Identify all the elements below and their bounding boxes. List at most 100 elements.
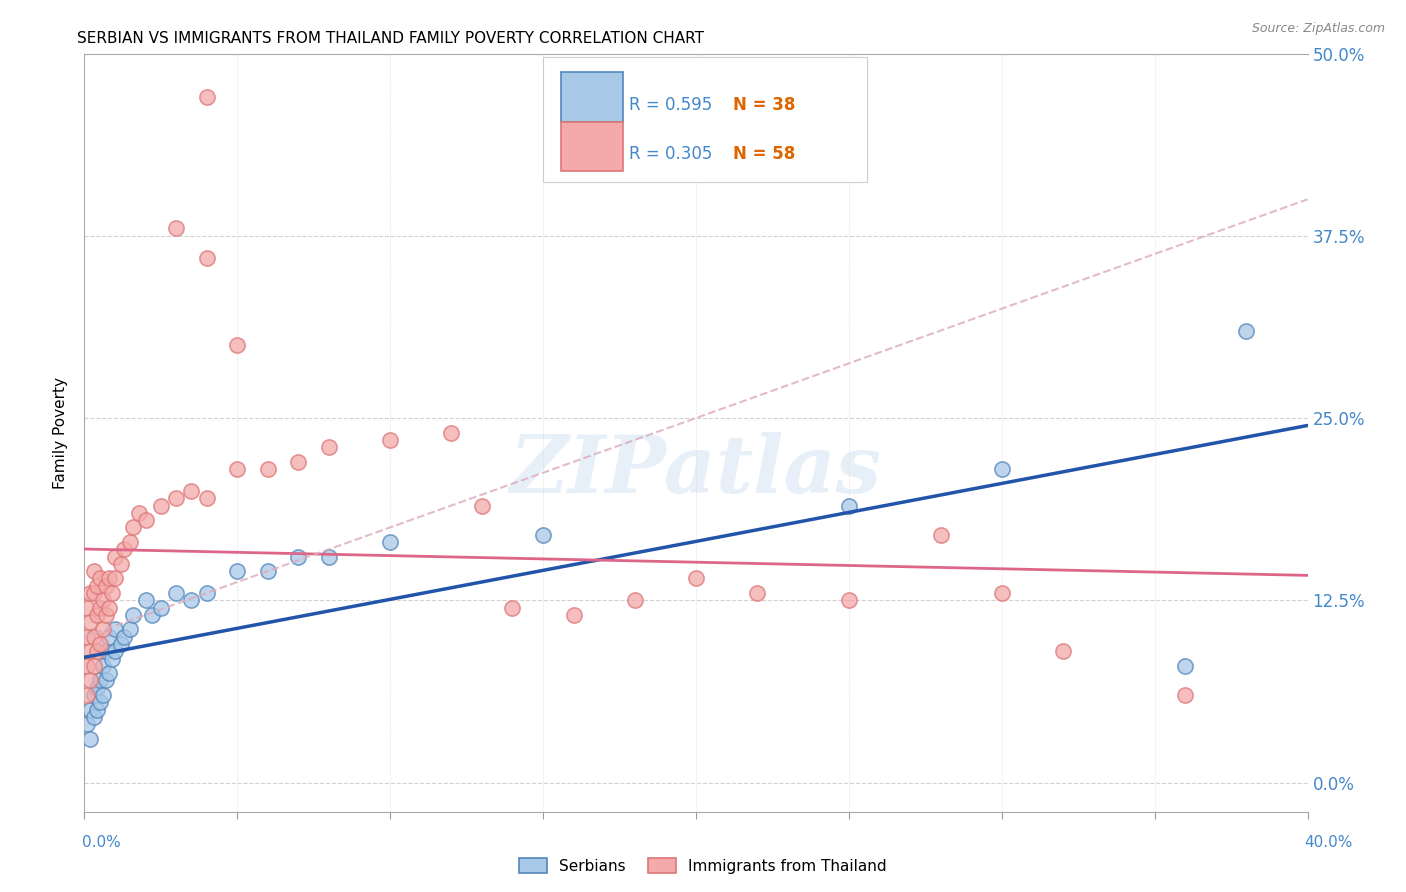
Text: 40.0%: 40.0% xyxy=(1305,836,1353,850)
Text: R = 0.595: R = 0.595 xyxy=(628,96,711,114)
Point xyxy=(86,644,108,658)
Point xyxy=(101,586,124,600)
Point xyxy=(440,425,463,440)
Point xyxy=(1236,324,1258,338)
Point xyxy=(83,630,105,644)
Point xyxy=(1174,688,1197,702)
Point xyxy=(89,695,111,709)
Point xyxy=(94,644,117,658)
Point xyxy=(89,637,111,651)
Point xyxy=(104,623,127,637)
Point xyxy=(76,688,98,702)
Point xyxy=(79,703,101,717)
Point xyxy=(89,673,111,688)
Point xyxy=(91,659,114,673)
Point xyxy=(180,593,202,607)
Point xyxy=(149,499,172,513)
Point xyxy=(991,462,1014,476)
Point xyxy=(83,564,105,578)
Point xyxy=(94,673,117,688)
Point xyxy=(89,571,111,585)
Point xyxy=(135,513,157,527)
Point xyxy=(624,593,647,607)
Point xyxy=(165,491,187,506)
Point xyxy=(76,630,98,644)
Point xyxy=(502,600,524,615)
FancyBboxPatch shape xyxy=(561,122,623,171)
Text: R = 0.305: R = 0.305 xyxy=(628,145,711,163)
Point xyxy=(97,600,120,615)
Point xyxy=(94,607,117,622)
Point xyxy=(79,731,101,746)
Point xyxy=(195,251,218,265)
Point xyxy=(141,607,163,622)
Point xyxy=(79,644,101,658)
Point xyxy=(86,681,108,695)
Point xyxy=(104,571,127,585)
Text: N = 38: N = 38 xyxy=(733,96,794,114)
Point xyxy=(120,535,142,549)
Point xyxy=(838,499,860,513)
Text: 0.0%: 0.0% xyxy=(82,836,121,850)
FancyBboxPatch shape xyxy=(543,57,868,183)
Point xyxy=(1174,659,1197,673)
Point xyxy=(110,557,132,571)
Point xyxy=(83,586,105,600)
Point xyxy=(1052,644,1074,658)
Text: ZIPatlas: ZIPatlas xyxy=(510,432,882,509)
Text: N = 58: N = 58 xyxy=(733,145,794,163)
Point xyxy=(562,607,585,622)
Point xyxy=(318,440,340,454)
Point xyxy=(747,586,769,600)
Point xyxy=(120,623,142,637)
Point xyxy=(165,221,187,235)
Point xyxy=(287,455,309,469)
Point xyxy=(195,586,218,600)
Point xyxy=(83,710,105,724)
Point xyxy=(89,600,111,615)
FancyBboxPatch shape xyxy=(561,72,623,122)
Point xyxy=(97,666,120,681)
Point xyxy=(991,586,1014,600)
Point xyxy=(838,593,860,607)
Point xyxy=(101,651,124,665)
Point xyxy=(929,527,952,541)
Point xyxy=(112,542,135,557)
Point xyxy=(94,579,117,593)
Point xyxy=(97,630,120,644)
Point xyxy=(685,571,707,585)
Point xyxy=(318,549,340,564)
Point xyxy=(110,637,132,651)
Text: Source: ZipAtlas.com: Source: ZipAtlas.com xyxy=(1251,22,1385,36)
Point xyxy=(287,549,309,564)
Point xyxy=(226,338,249,352)
Point xyxy=(83,688,105,702)
Point xyxy=(226,462,249,476)
Point xyxy=(83,659,105,673)
Point xyxy=(91,593,114,607)
Point xyxy=(79,615,101,630)
Point xyxy=(195,90,218,104)
Point xyxy=(76,659,98,673)
Y-axis label: Family Poverty: Family Poverty xyxy=(52,376,67,489)
Point xyxy=(86,703,108,717)
Point xyxy=(531,527,554,541)
Point xyxy=(380,535,402,549)
Point xyxy=(76,600,98,615)
Text: SERBIAN VS IMMIGRANTS FROM THAILAND FAMILY POVERTY CORRELATION CHART: SERBIAN VS IMMIGRANTS FROM THAILAND FAMI… xyxy=(77,31,704,46)
Point xyxy=(91,623,114,637)
Point xyxy=(257,564,280,578)
Point xyxy=(76,717,98,731)
Point xyxy=(257,462,280,476)
Point xyxy=(79,673,101,688)
Point xyxy=(128,506,150,520)
Point xyxy=(122,607,145,622)
Point xyxy=(112,630,135,644)
Point xyxy=(165,586,187,600)
Point xyxy=(86,579,108,593)
Point xyxy=(97,571,120,585)
Point xyxy=(104,644,127,658)
Point xyxy=(86,607,108,622)
Point xyxy=(79,586,101,600)
Legend: Serbians, Immigrants from Thailand: Serbians, Immigrants from Thailand xyxy=(513,852,893,880)
